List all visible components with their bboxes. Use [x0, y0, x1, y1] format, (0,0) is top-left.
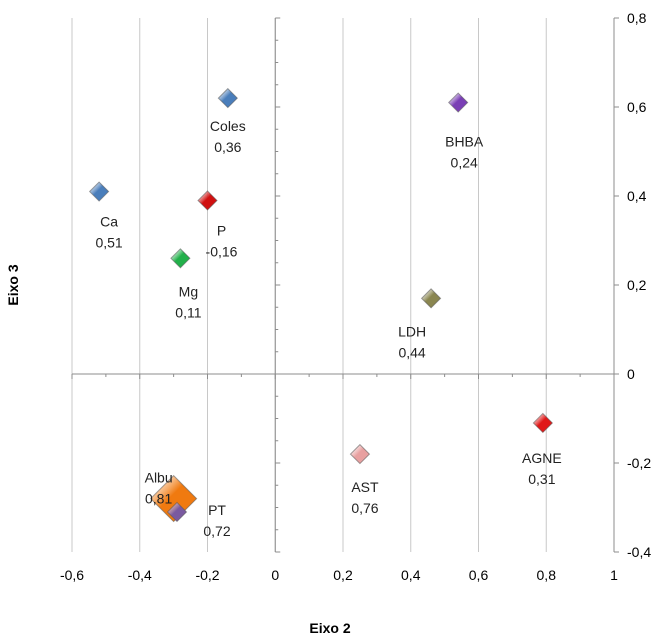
- point-ldh: [420, 288, 442, 309]
- y-tick-label: 0,8: [627, 10, 647, 26]
- point-albu: [149, 474, 198, 523]
- point-pt: [166, 501, 188, 523]
- data-points: [88, 87, 554, 523]
- y-tick-label: 0,6: [627, 99, 647, 115]
- y-tick-label: 0,2: [627, 277, 647, 293]
- point-ca: [88, 181, 110, 202]
- x-tick-label: 0: [271, 567, 279, 583]
- point-label-ast: AST: [351, 479, 379, 495]
- point-label-agne: AGNE: [522, 450, 562, 466]
- y-tick-label: -0,4: [627, 544, 651, 560]
- x-tick-label: 0,6: [469, 567, 489, 583]
- point-label-ca: Ca: [100, 214, 118, 230]
- point-bhba: [447, 92, 469, 113]
- point-coles: [217, 87, 239, 109]
- point-label-albu: Albu: [145, 470, 173, 486]
- point-value-bhba: 0,24: [451, 155, 478, 171]
- point-value-ldh: 0,44: [398, 344, 425, 360]
- point-value-agne: 0,31: [528, 471, 555, 487]
- point-value-pt: 0,72: [203, 523, 230, 539]
- x-tick-label: -0,2: [195, 567, 219, 583]
- point-value-ast: 0,76: [351, 500, 378, 516]
- axes: [71, 17, 619, 553]
- y-axis-title: Eixo 3: [5, 264, 21, 305]
- y-tick-label: 0: [627, 366, 635, 382]
- point-ast: [349, 443, 371, 465]
- point-label-mg: Mg: [179, 283, 198, 299]
- x-tick-label: 0,4: [401, 567, 421, 583]
- point-p: [197, 190, 218, 211]
- point-value-albu: 0,81: [145, 491, 172, 507]
- point-label-coles: Coles: [210, 118, 246, 134]
- point-value-ca: 0,51: [95, 235, 122, 251]
- x-tick-label: 0,2: [333, 567, 353, 583]
- point-label-bhba: BHBA: [445, 134, 484, 150]
- x-tick-label: 1: [610, 567, 618, 583]
- point-label-pt: PT: [208, 502, 226, 518]
- point-value-p: -0,16: [206, 243, 238, 259]
- x-tick-label: -0,6: [60, 567, 84, 583]
- point-value-mg: 0,11: [175, 304, 201, 320]
- y-tick-label: -0,2: [627, 455, 651, 471]
- x-axis-title: Eixo 2: [309, 620, 350, 636]
- point-value-coles: 0,36: [214, 139, 241, 155]
- point-mg: [170, 248, 191, 269]
- tick-labels: -0,6 -0,4 -0,2 0 0,2 0,4 0,6 0,8 1-0,4-0,200,20,…: [60, 10, 651, 583]
- y-tick-label: 0,4: [627, 188, 647, 204]
- point-label-ldh: LDH: [398, 323, 426, 339]
- x-tick-label: 0,8: [537, 567, 557, 583]
- point-label-p: P: [217, 222, 226, 238]
- x-tick-label: -0,4: [128, 567, 152, 583]
- point-labels: Coles 0,36 BHBA 0,24 Ca 0,51 P -0,16 Mg 0,11 LDH 0,…: [95, 118, 561, 539]
- point-agne: [532, 412, 554, 434]
